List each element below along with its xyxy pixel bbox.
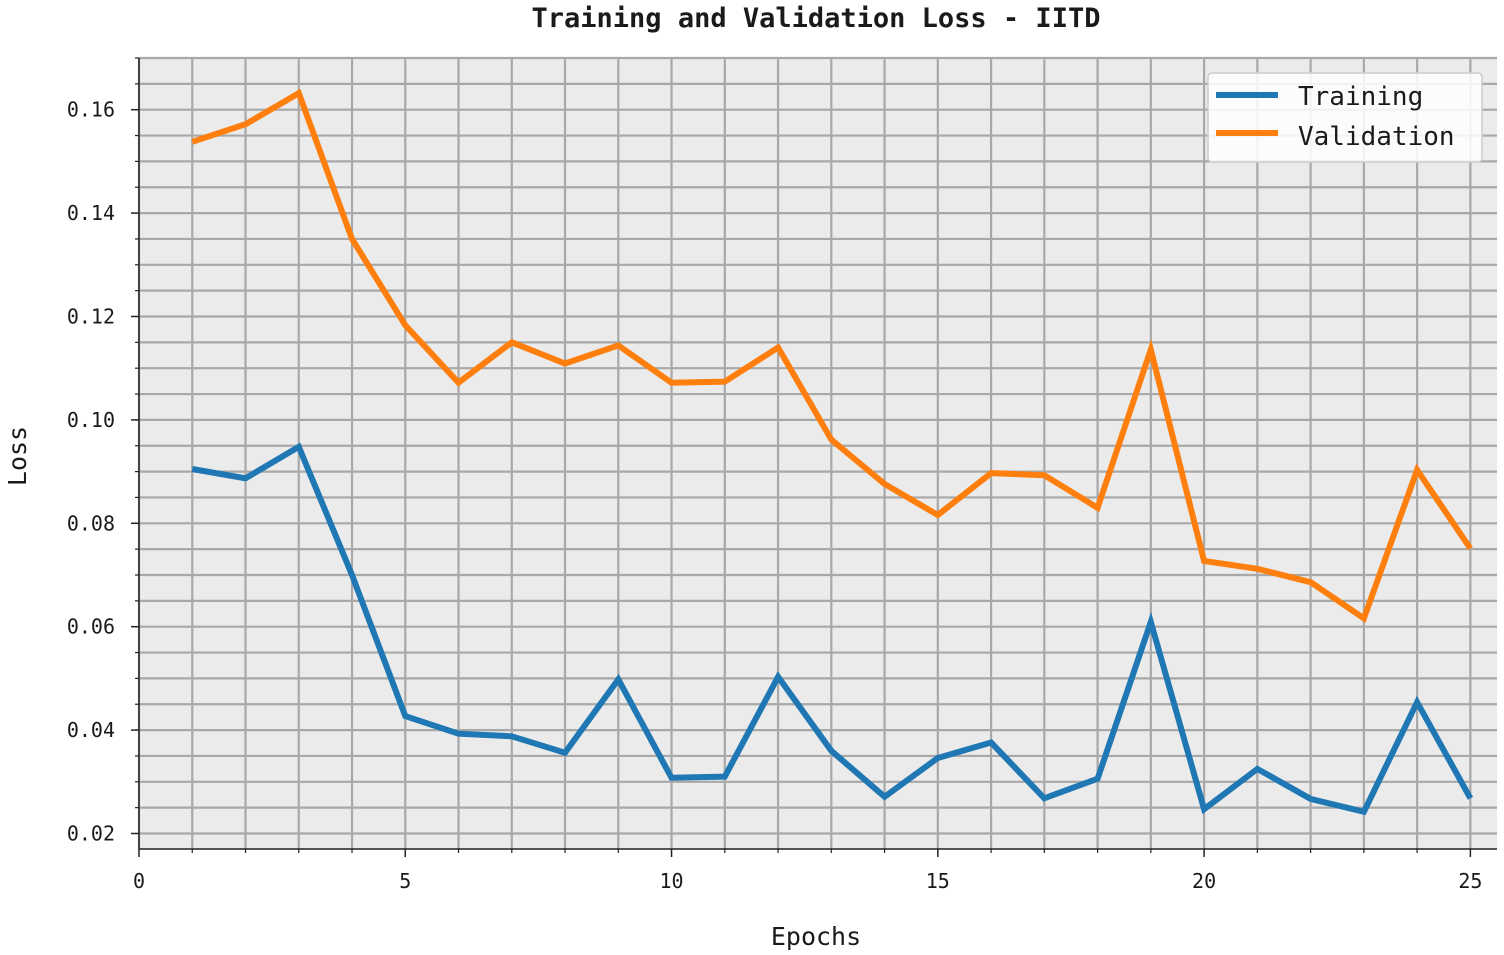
plot-area bbox=[139, 58, 1497, 849]
x-axis-label: Epochs bbox=[771, 922, 861, 951]
y-axis-ticks: 0.02 0.04 0.06 0.08 0.10 0.12 0.14 0.16 bbox=[67, 57, 139, 845]
legend: Training Validation bbox=[1207, 72, 1483, 163]
x-tick-label: 5 bbox=[399, 869, 411, 893]
axes bbox=[138, 58, 1497, 850]
series-line-validation bbox=[191, 88, 1473, 624]
y-tick-label: 0.14 bbox=[67, 201, 115, 225]
x-tick-label: 15 bbox=[926, 869, 950, 893]
x-axis-ticks: 0 5 10 15 20 25 bbox=[133, 849, 1482, 893]
y-axis-label: Loss bbox=[3, 426, 32, 486]
chart-title: Training and Validation Loss - IITD bbox=[532, 3, 1101, 34]
grid bbox=[137, 56, 1497, 849]
y-tick-label: 0.12 bbox=[67, 304, 115, 328]
legend-label-validation: Validation bbox=[1298, 122, 1455, 152]
y-tick-label: 0.02 bbox=[67, 821, 115, 845]
x-tick-label: 0 bbox=[133, 869, 145, 893]
y-tick-label: 0.04 bbox=[67, 718, 115, 742]
x-tick-label: 10 bbox=[660, 869, 684, 893]
y-tick-label: 0.16 bbox=[67, 98, 115, 122]
series-lines bbox=[191, 88, 1474, 816]
x-tick-label: 25 bbox=[1458, 869, 1482, 893]
x-tick-label: 20 bbox=[1192, 869, 1216, 893]
y-tick-label: 0.06 bbox=[67, 615, 115, 639]
legend-label-training: Training bbox=[1298, 82, 1423, 112]
y-tick-label: 0.10 bbox=[67, 408, 115, 432]
series-line-training bbox=[191, 442, 1474, 816]
y-tick-label: 0.08 bbox=[67, 511, 115, 535]
